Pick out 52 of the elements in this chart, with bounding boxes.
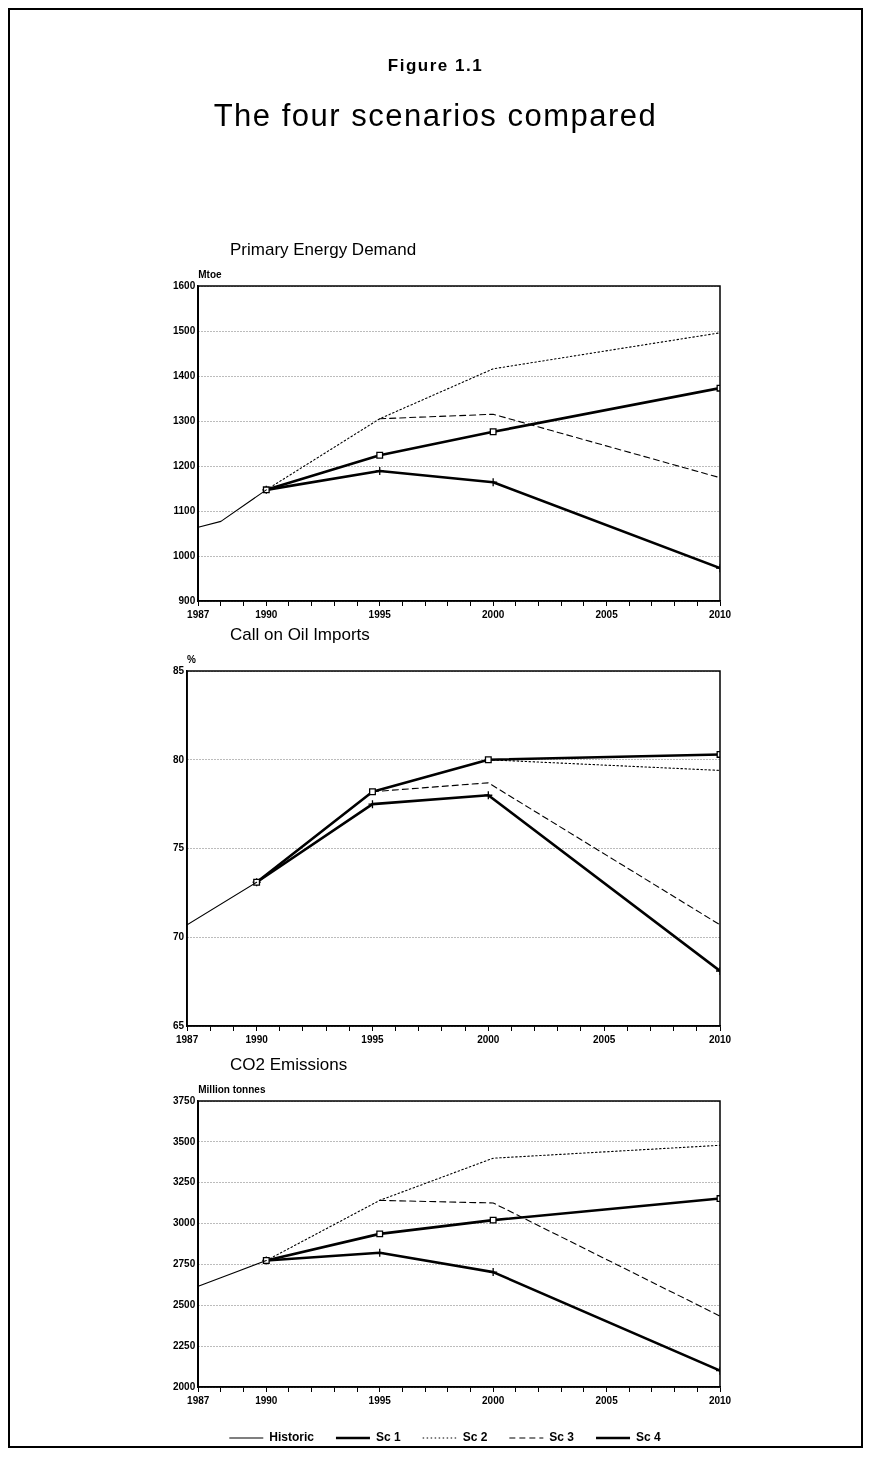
text: The four scenarios compared xyxy=(212,98,659,134)
y-tick-label: 1300 xyxy=(173,414,196,426)
x-tick-label: 1990 xyxy=(245,1033,269,1045)
x-tick-label: 1987 xyxy=(187,1394,210,1406)
x-tick-label: 2000 xyxy=(482,608,505,620)
x-tick-label: 2005 xyxy=(595,1394,619,1406)
x-tick-label: 1995 xyxy=(368,1394,392,1406)
y-tick-label: 85 xyxy=(173,664,185,676)
y-tick-label: 3500 xyxy=(173,1135,196,1147)
y-tick-label: 3750 xyxy=(173,1094,196,1106)
legend-label: Sc 4 xyxy=(636,1430,662,1445)
y-tick-label: 1000 xyxy=(173,549,196,561)
y-tick-label: 900 xyxy=(178,594,196,606)
x-tick-label: 1990 xyxy=(255,608,278,620)
x-tick-label: 1990 xyxy=(255,1394,278,1406)
x-tick-label: 2010 xyxy=(708,608,732,620)
chart-title: Call on Oil Imports xyxy=(230,625,371,645)
y-tick-label: 1600 xyxy=(173,279,196,291)
x-tick-label: 2000 xyxy=(482,1394,505,1406)
y-tick-label: 3000 xyxy=(173,1217,196,1229)
x-tick-label: 2010 xyxy=(708,1394,732,1406)
y-tick-label: 2000 xyxy=(173,1380,196,1392)
x-tick-label: 2005 xyxy=(595,608,619,620)
y-tick-label: 1100 xyxy=(173,504,196,516)
y-tick-label: 2250 xyxy=(173,1339,196,1351)
y-tick-label: 1200 xyxy=(173,459,196,471)
y-tick-label: 75 xyxy=(173,842,185,854)
y-tick-label: 1500 xyxy=(173,324,196,336)
x-tick-label: 2000 xyxy=(477,1033,500,1045)
y-tick-label: 3250 xyxy=(173,1176,196,1188)
x-tick-label: 2010 xyxy=(708,1033,732,1045)
y-tick-label: 1400 xyxy=(173,369,196,381)
x-tick-label: 1987 xyxy=(176,1033,199,1045)
y-axis-title: % xyxy=(187,653,197,665)
y-tick-label: 80 xyxy=(173,753,185,765)
y-axis-title: Mtoe xyxy=(198,268,223,280)
legend-label: Historic xyxy=(269,1430,315,1445)
y-tick-label: 70 xyxy=(173,931,185,942)
x-tick-label: 1987 xyxy=(187,608,210,620)
y-axis-title: Million tonnes xyxy=(198,1083,266,1095)
caption: Figure 1.1 xyxy=(386,56,485,76)
chart-title: CO2 Emissions xyxy=(230,1055,349,1075)
legend-label: Sc 3 xyxy=(549,1430,575,1445)
y-tick-label: 2500 xyxy=(173,1299,196,1311)
y-tick-label: 2750 xyxy=(173,1258,196,1270)
legend-label: Sc 2 xyxy=(462,1430,488,1445)
chart-title: Primary Energy Demand xyxy=(230,240,418,260)
x-tick-label: 1995 xyxy=(368,608,392,620)
y-tick-label: 65 xyxy=(173,1019,185,1031)
legend-label: Sc 1 xyxy=(375,1430,401,1445)
x-tick-label: 1995 xyxy=(361,1033,385,1045)
x-tick-label: 2005 xyxy=(593,1033,616,1045)
